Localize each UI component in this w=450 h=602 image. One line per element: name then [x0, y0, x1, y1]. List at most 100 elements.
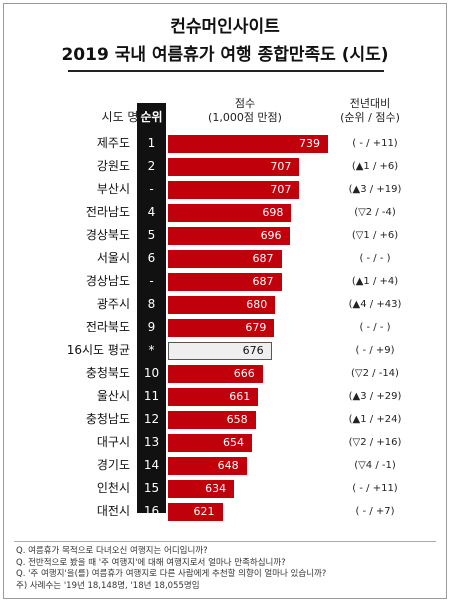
footnote-q3: Q. '주 여행지'을(를) 여름휴가 여행지로 다른 사람에게 추천할 의향이… [16, 569, 327, 579]
region-label: 대구시 [96, 435, 130, 449]
score-value-label: 634 [205, 482, 227, 495]
region-label: 충청북도 [85, 366, 130, 380]
score-bar [168, 296, 276, 314]
region-label: 16시도 평균 [66, 343, 130, 357]
score-bar [168, 227, 290, 245]
footnote-q2: Q. 전반적으로 봤을 때 '주 여행지'에 대해 여행지로서 얼마나 만족하십… [16, 557, 286, 568]
yoy-header-line1: 전년대비 [349, 97, 391, 110]
rank-label: 9 [147, 320, 156, 334]
rank-label: 1 [147, 136, 156, 150]
yoy-header-line2: (순위 / 점수) [340, 111, 400, 124]
score-value-label: 621 [193, 505, 215, 518]
score-bar [168, 273, 282, 291]
region-label: 경상북도 [85, 228, 130, 242]
region-label: 충청남도 [85, 412, 130, 426]
score-column-header: 점수 (1,000점 만점) [190, 97, 300, 125]
rank-column-background [137, 132, 166, 513]
rank-label: 6 [147, 251, 156, 265]
yoy-change-label: (▲4 / +43) [348, 299, 402, 310]
region-label: 강원도 [96, 159, 130, 173]
score-bar [168, 158, 300, 176]
region-label: 광주시 [96, 297, 130, 311]
score-value-label: 739 [299, 137, 320, 150]
region-label: 전라북도 [85, 320, 130, 334]
score-bar [168, 250, 282, 268]
chart-title: 2019 국내 여름휴가 여행 종합만족도 (시도) [61, 45, 389, 65]
score-bar [168, 181, 300, 199]
yoy-change-label: (▽4 / -1) [354, 460, 396, 471]
rank-label: 4 [147, 205, 156, 219]
region-row: 전라남도 4 698 (▽2 / -4) [0, 201, 450, 224]
yoy-change-label: (▽2 / +16) [348, 437, 402, 448]
footnote-divider [14, 541, 436, 542]
region-label: 경기도 [96, 458, 130, 472]
score-bar [168, 480, 235, 498]
figure-frame [3, 3, 447, 599]
score-value-label: 648 [217, 459, 239, 472]
score-value-label: 707 [270, 183, 292, 196]
average-bar [168, 342, 272, 360]
score-value-label: 654 [223, 436, 245, 449]
rank-label: 11 [143, 389, 160, 403]
region-row: 전라북도 9 679 ( - / - ) [0, 316, 450, 339]
score-value-label: 661 [229, 390, 251, 403]
region-row: 광주시 8 680 (▲4 / +43) [0, 293, 450, 316]
region-row: 경상북도 5 696 (▽1 / +6) [0, 224, 450, 247]
score-value-label: 676 [242, 344, 264, 357]
footnote-sample: 주) 사례수는 '19년 18,148명, '18년 18,055명임 [16, 580, 200, 591]
footnotes: Q. 여름휴가 목적으로 다녀오신 여행지는 어디입니까? Q. 전반적으로 봤… [16, 546, 446, 592]
yoy-change-label: ( - / +11) [352, 138, 398, 149]
region-row: 부산시 - 707 (▲3 / +19) [0, 178, 450, 201]
rank-label: - [149, 182, 154, 196]
region-row: 강원도 2 707 (▲1 / +6) [0, 155, 450, 178]
yoy-change-label: ( - / +7) [355, 506, 395, 517]
score-value-label: 666 [233, 367, 255, 380]
rank-label: 2 [147, 159, 156, 173]
footnote-q1: Q. 여름휴가 목적으로 다녀오신 여행지는 어디입니까? [16, 546, 208, 556]
score-value-label: 687 [252, 252, 274, 265]
rank-label: * [148, 343, 155, 357]
yoy-change-label: (▲1 / +24) [348, 414, 402, 425]
title-underline [68, 70, 384, 72]
score-bar [168, 204, 292, 222]
score-value-label: 679 [245, 321, 267, 334]
score-bar [168, 365, 263, 383]
yoy-column-header: 전년대비 (순위 / 점수) [325, 97, 415, 125]
yoy-change-label: ( - / +11) [352, 483, 398, 494]
region-row: 대구시 13 654 (▽2 / +16) [0, 431, 450, 454]
score-bar [168, 503, 223, 521]
rank-label: 8 [147, 297, 156, 311]
region-label: 경상남도 [85, 274, 130, 288]
yoy-change-label: (▽1 / +6) [351, 230, 399, 241]
rank-label: 5 [147, 228, 156, 242]
rank-label: 13 [143, 435, 160, 449]
score-value-label: 658 [226, 413, 248, 426]
yoy-change-label: (▽2 / -14) [351, 368, 399, 379]
rank-column-header: 순위 [137, 103, 166, 132]
region-label: 제주도 [96, 136, 130, 150]
yoy-change-label: ( - / +9) [355, 345, 395, 356]
average-row: 16시도 평균 * 676 ( - / +9) [0, 339, 450, 362]
region-row: 경상남도 - 687 (▲1 / +4) [0, 270, 450, 293]
score-bar [168, 135, 328, 153]
yoy-change-label: (▽2 / -4) [354, 207, 396, 218]
score-value-label: 687 [252, 275, 274, 288]
rank-label: 15 [143, 481, 160, 495]
region-row: 인천시 15 634 ( - / +11) [0, 477, 450, 500]
region-row: 울산시 11 661 (▲3 / +29) [0, 385, 450, 408]
rank-label: - [149, 274, 154, 288]
score-bar [168, 457, 247, 475]
region-row: 충청남도 12 658 (▲1 / +24) [0, 408, 450, 431]
region-label: 전라남도 [85, 205, 130, 219]
score-bar [168, 411, 256, 429]
rank-label: 12 [143, 412, 160, 426]
rank-label: 16 [143, 504, 160, 518]
score-value-label: 698 [262, 206, 284, 219]
score-header-line1: 점수 [234, 97, 256, 110]
score-header-line2: (1,000점 만점) [208, 111, 282, 124]
region-row: 서울시 6 687 ( - / - ) [0, 247, 450, 270]
yoy-change-label: (▲1 / +6) [351, 161, 399, 172]
score-value-label: 707 [270, 160, 292, 173]
yoy-change-label: (▲3 / +29) [348, 391, 402, 402]
region-column-header: 시도 명 [101, 110, 139, 124]
